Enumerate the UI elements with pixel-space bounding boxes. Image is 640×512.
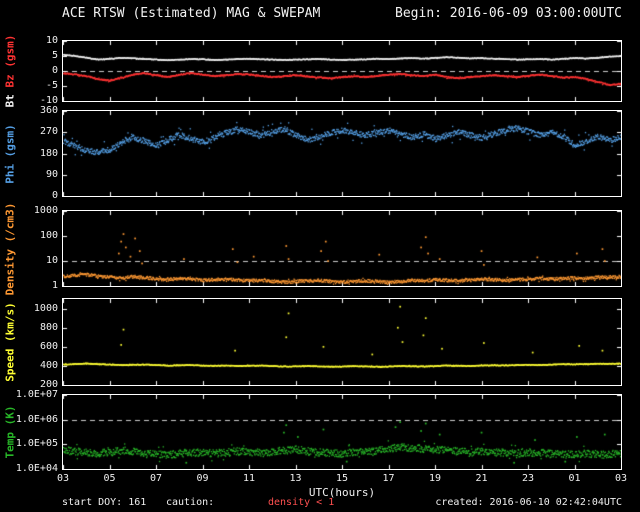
created-timestamp: created: 2016-06-10 02:42:04UTC: [435, 497, 622, 508]
y-tick-label: -5: [45, 80, 58, 91]
y-tick-label: 5: [51, 50, 58, 61]
y-tick-label: 1.0E+04: [15, 463, 58, 474]
y-tick-label: 400: [39, 359, 58, 371]
y-tick-label: -10: [39, 95, 58, 106]
speed-panel-canvas: [63, 299, 621, 385]
temp-panel-canvas: [63, 395, 621, 469]
x-tick-label: 19: [428, 473, 442, 484]
x-tick-label: 17: [382, 473, 395, 484]
start-doy-label: start DOY: 161: [62, 497, 147, 508]
temp-panel: [62, 394, 622, 470]
x-tick-label: 21: [475, 473, 488, 484]
x-tick-label: 11: [242, 473, 256, 484]
y-tick-label: 600: [39, 340, 58, 352]
y-tick-label: 90: [45, 168, 58, 180]
x-tick-label: 09: [196, 473, 209, 484]
y-tick-label: 10: [45, 255, 58, 266]
phi-panel: [62, 110, 622, 197]
mag-panel-canvas: [63, 41, 621, 101]
density-panel-canvas: [63, 211, 621, 286]
temp-axis-title: Temp (K): [0, 394, 20, 470]
y-tick-label: 270: [39, 126, 58, 138]
y-tick-label: 200: [39, 379, 58, 390]
caution-label: caution:: [166, 497, 215, 508]
phi-panel-canvas: [63, 111, 621, 196]
y-tick-label: 1.0E+06: [15, 413, 58, 425]
footer: start DOY: 161 caution: density < 1 crea…: [0, 497, 640, 510]
x-tick-label: 13: [289, 473, 302, 484]
y-tick-label: 100: [39, 230, 58, 241]
x-axis-label: UTC(hours): [308, 486, 376, 499]
x-tick-label: 01: [568, 473, 581, 484]
x-tick-label: 03: [56, 473, 70, 484]
y-tick-label: 360: [39, 105, 58, 116]
density-panel: [62, 210, 622, 287]
y-tick-label: 0: [51, 190, 58, 201]
density-axis-title: Density (/cm3): [0, 202, 20, 295]
x-tick-label: 23: [521, 473, 535, 484]
begin-timestamp: Begin: 2016-06-09 03:00:00UTC: [395, 6, 622, 21]
speed-panel: [62, 298, 622, 386]
x-tick-label: 07: [149, 473, 163, 484]
mag-panel: [62, 40, 622, 102]
y-tick-label: 1.0E+05: [15, 438, 58, 450]
title-row: ACE RTSW (Estimated) MAG & SWEPAM Begin:…: [62, 6, 622, 21]
y-tick-label: 1000: [33, 302, 58, 314]
y-tick-label: 1.0E+07: [15, 389, 58, 400]
y-tick-label: 0: [51, 65, 58, 76]
y-tick-label: 800: [39, 321, 58, 333]
y-tick-label: 180: [39, 147, 58, 159]
page-title: ACE RTSW (Estimated) MAG & SWEPAM: [62, 6, 321, 21]
caution-value: density < 1: [268, 497, 335, 508]
x-tick-label: 03: [614, 473, 628, 484]
x-tick-label: 15: [335, 473, 349, 484]
y-tick-label: 10: [45, 35, 58, 46]
y-tick-label: 1000: [33, 205, 58, 216]
x-tick-label: 05: [103, 473, 116, 484]
y-tick-label: 1: [51, 280, 58, 291]
